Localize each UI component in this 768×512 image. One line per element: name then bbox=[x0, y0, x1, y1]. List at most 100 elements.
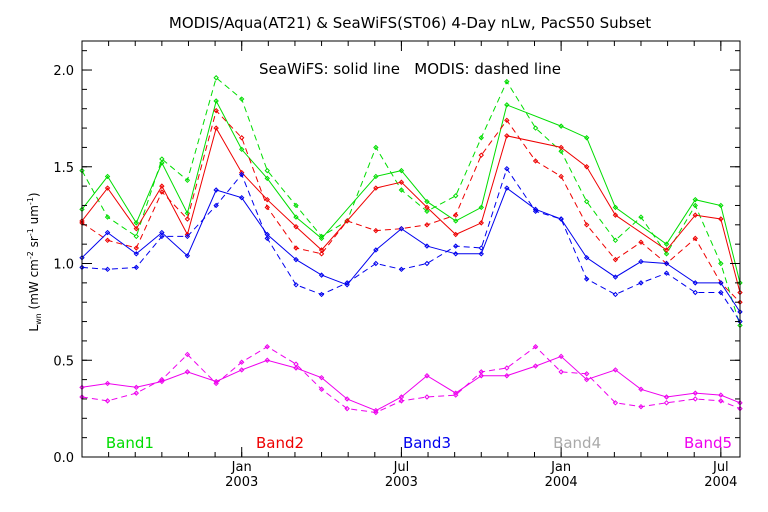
y-tick-label: 2.0 bbox=[53, 64, 74, 79]
band3-modis-point bbox=[583, 276, 590, 282]
band2-modis-point bbox=[184, 216, 191, 222]
band2-modis-point bbox=[453, 212, 459, 218]
x-tick-month-label: Jan bbox=[231, 460, 252, 475]
band1-modis-point bbox=[213, 75, 219, 81]
band2-seawifs-point bbox=[213, 125, 219, 131]
band1-modis-point bbox=[104, 214, 111, 220]
band5-modis-point bbox=[398, 398, 405, 404]
band3-modis-point bbox=[504, 165, 510, 172]
band1-modis-point bbox=[133, 233, 140, 240]
band5-seawifs-line bbox=[81, 355, 741, 412]
band3-seawifs-point bbox=[612, 274, 619, 280]
band1-seawifs-point bbox=[663, 241, 670, 247]
band3-seawifs-point bbox=[663, 260, 670, 267]
band2-modis-point bbox=[213, 107, 219, 114]
band1-seawifs-point bbox=[293, 214, 299, 220]
x-tick-year-label: 2003 bbox=[385, 475, 418, 490]
legend-band2: Band2 bbox=[256, 434, 304, 452]
band5-modis-line bbox=[81, 346, 741, 414]
band1-seawifs-point bbox=[558, 123, 564, 129]
band2-seawifs-point bbox=[159, 183, 165, 189]
band3-modis-point bbox=[318, 291, 325, 298]
band2-seawifs-point bbox=[104, 185, 111, 191]
band3-modis-point bbox=[264, 235, 270, 242]
band3-modis-line bbox=[81, 167, 741, 322]
band3-modis-point bbox=[612, 291, 619, 298]
band5-modis-point bbox=[264, 344, 270, 350]
band5-seawifs-point bbox=[504, 373, 510, 379]
legend: Band1 Band2 Band3 Band4 Band5 bbox=[106, 434, 732, 452]
band3-seawifs-point bbox=[239, 195, 245, 201]
band5-seawifs-point bbox=[104, 380, 111, 387]
band5-modis-point bbox=[583, 371, 590, 377]
band1-modis-point bbox=[424, 208, 430, 214]
y-tick-label: 1.5 bbox=[53, 161, 74, 176]
band1-seawifs-point bbox=[612, 204, 619, 211]
band5-modis-point bbox=[373, 409, 379, 416]
band2-seawifs-point bbox=[398, 179, 405, 185]
band5-seawifs-point bbox=[663, 394, 670, 400]
band2-seawifs-point bbox=[692, 212, 698, 218]
band2-modis-point bbox=[612, 256, 619, 263]
ylabel-part3: um bbox=[27, 205, 41, 228]
band3-seawifs-point bbox=[718, 280, 724, 286]
band5-modis-point bbox=[692, 396, 698, 402]
band3-modis-point bbox=[133, 264, 140, 271]
band1-modis-line bbox=[81, 76, 741, 326]
band5-seawifs-point bbox=[478, 373, 484, 379]
series-layer bbox=[79, 75, 743, 416]
band5-seawifs-point bbox=[239, 367, 245, 373]
ylabel-part2: sr bbox=[27, 236, 41, 251]
band1-seawifs-point bbox=[718, 202, 724, 209]
x-tick-month-label: Jul bbox=[712, 460, 729, 475]
ylabel-part1: (mW cm bbox=[27, 259, 41, 313]
band1-seawifs-point bbox=[213, 98, 219, 104]
y-axis: 0.0 0.5 1.0 1.5 2.0 bbox=[53, 50, 740, 466]
ylabel-subscript: wn bbox=[34, 313, 43, 325]
band1-seawifs-point bbox=[504, 102, 510, 108]
band1-modis-point bbox=[638, 214, 644, 220]
band5-modis-point bbox=[638, 403, 644, 410]
band3-seawifs-point bbox=[373, 247, 379, 253]
band2-seawifs-point bbox=[264, 196, 270, 203]
band5-modis-point bbox=[293, 361, 299, 367]
band3-seawifs-point bbox=[478, 251, 484, 257]
band2-modis-point bbox=[424, 222, 430, 228]
band5-seawifs-point bbox=[184, 369, 191, 375]
band2-seawifs-point bbox=[504, 133, 510, 139]
band3-seawifs-point bbox=[133, 251, 140, 257]
band5-modis-point bbox=[663, 400, 670, 406]
band3-seawifs-point bbox=[293, 256, 299, 263]
band1-seawifs-point bbox=[453, 218, 459, 224]
band5-seawifs-point bbox=[344, 396, 350, 402]
band1-modis-point bbox=[692, 202, 698, 209]
band1-modis-point bbox=[478, 135, 484, 141]
band2-modis-point bbox=[373, 227, 379, 234]
band1-modis-point bbox=[318, 233, 325, 240]
band1-seawifs-point bbox=[583, 135, 590, 141]
band3-modis-point bbox=[663, 270, 670, 276]
band1-modis-point bbox=[184, 177, 191, 184]
band3-modis-point bbox=[424, 260, 430, 267]
band3-seawifs-point bbox=[424, 243, 430, 249]
band5-seawifs-point bbox=[692, 390, 698, 396]
y-tick-label: 0.5 bbox=[53, 354, 74, 369]
band1-modis-point bbox=[373, 144, 379, 151]
x-tick-month-label: Jul bbox=[393, 460, 410, 475]
band2-modis-point bbox=[692, 235, 698, 242]
band3-modis-point bbox=[532, 208, 539, 214]
band1-modis-point bbox=[453, 193, 459, 199]
band5-modis-point bbox=[718, 398, 724, 404]
band5-seawifs-point bbox=[638, 386, 644, 392]
band2-modis-point bbox=[318, 251, 325, 257]
x-tick-month-label: Jan bbox=[550, 460, 571, 475]
band2-seawifs-point bbox=[612, 212, 619, 218]
band5-seawifs-point bbox=[583, 376, 590, 383]
band2-modis-point bbox=[532, 158, 539, 164]
band5-seawifs-point bbox=[133, 384, 140, 391]
band2-modis-point bbox=[344, 218, 350, 224]
band2-modis-point bbox=[638, 239, 644, 245]
band5-modis-point bbox=[344, 405, 350, 412]
